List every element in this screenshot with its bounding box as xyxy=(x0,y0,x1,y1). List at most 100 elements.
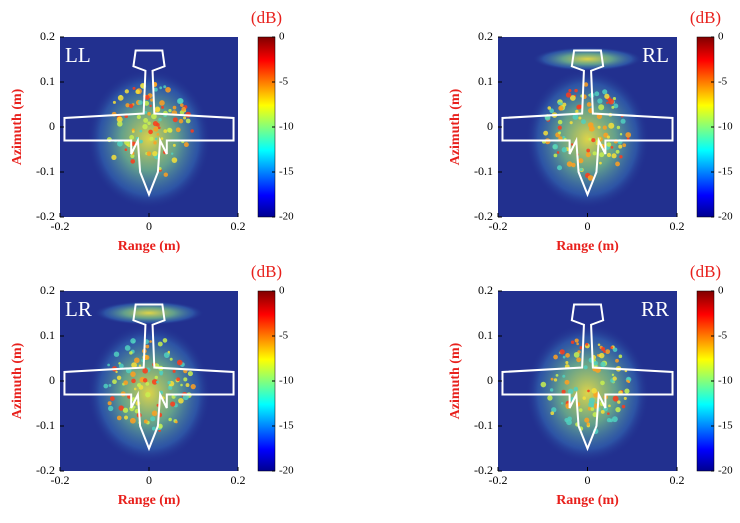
speckle xyxy=(183,377,187,381)
speckle xyxy=(148,130,153,135)
y-tick-label: -0.1 xyxy=(36,164,55,178)
colorbar-tick-label: -5 xyxy=(718,76,728,88)
speckle xyxy=(607,136,610,139)
y-tick-label: 0.2 xyxy=(478,283,493,297)
speckle xyxy=(139,140,143,144)
speckle xyxy=(123,380,128,385)
speckle xyxy=(170,358,173,361)
speckle xyxy=(168,418,172,422)
speckle xyxy=(164,173,168,177)
x-axis-label: Range (m) xyxy=(118,493,181,508)
speckle xyxy=(131,379,135,383)
speckle xyxy=(607,153,611,157)
speckle xyxy=(599,162,602,165)
speckle xyxy=(593,361,598,366)
speckle xyxy=(129,351,133,355)
y-tick-label: 0.1 xyxy=(478,74,493,88)
colorbar-tick-label: 0 xyxy=(718,285,724,297)
speckle xyxy=(591,388,597,394)
speckle xyxy=(161,106,164,109)
page: {"chart_data": [ {"type": "heatmap", "la… xyxy=(0,0,740,523)
x-tick-label: 0 xyxy=(585,473,591,487)
speckle xyxy=(575,338,579,342)
speckle xyxy=(554,154,558,158)
speckle xyxy=(129,135,134,140)
speckle xyxy=(153,141,156,144)
speckle xyxy=(622,405,625,408)
speckle xyxy=(607,412,610,415)
speckle xyxy=(134,357,140,363)
speckle xyxy=(586,149,590,153)
speckle xyxy=(606,102,608,104)
speckle xyxy=(584,365,588,369)
colorbar-tick-label: -5 xyxy=(279,76,289,88)
speckle xyxy=(139,365,141,367)
speckle xyxy=(186,119,191,124)
speckle xyxy=(625,132,631,138)
speckle xyxy=(599,353,604,358)
speckle xyxy=(619,155,622,158)
speckle xyxy=(112,379,117,384)
speckle xyxy=(103,384,108,389)
y-tick-label: 0 xyxy=(49,119,55,133)
colorbar-tick-label: 0 xyxy=(279,31,285,43)
panel-label: RL xyxy=(642,43,669,67)
speckle xyxy=(109,384,112,387)
speckle xyxy=(607,142,612,147)
speckle xyxy=(125,103,129,107)
speckle xyxy=(117,121,123,127)
speckle xyxy=(191,384,196,389)
speckle xyxy=(161,137,164,140)
speckle xyxy=(620,133,622,135)
speckle xyxy=(145,345,149,349)
speckle xyxy=(137,384,140,387)
panel-label: LR xyxy=(65,297,92,321)
colorbar-tick-label: 0 xyxy=(718,31,724,43)
speckle xyxy=(551,378,554,381)
speckle xyxy=(574,387,579,392)
speckle xyxy=(147,122,150,125)
speckle xyxy=(145,392,150,397)
speckle xyxy=(125,148,128,151)
speckle xyxy=(558,106,563,111)
colorbar-tick-label: -20 xyxy=(279,211,294,223)
y-axis-label: Azimuth (m) xyxy=(448,88,463,165)
speckle xyxy=(618,145,622,149)
speckle xyxy=(142,368,148,374)
speckle xyxy=(172,157,178,163)
speckle xyxy=(541,382,547,388)
y-tick-label: 0.2 xyxy=(478,29,493,43)
speckle xyxy=(190,129,193,132)
speckle xyxy=(144,420,148,424)
speckle xyxy=(580,168,583,171)
y-tick-label: 0.2 xyxy=(40,283,55,297)
speckle xyxy=(562,147,567,152)
speckle xyxy=(601,347,605,351)
speckle xyxy=(557,165,562,170)
speckle xyxy=(578,158,583,163)
speckle xyxy=(591,138,595,142)
y-tick-label: 0 xyxy=(487,119,493,133)
speckle xyxy=(567,161,573,167)
speckle xyxy=(130,371,136,377)
speckle xyxy=(574,352,580,358)
speckle xyxy=(132,341,134,343)
x-tick-label: 0.2 xyxy=(231,473,246,487)
speckle xyxy=(603,125,607,129)
y-tick-label: -0.1 xyxy=(36,418,55,432)
speckle xyxy=(117,376,121,380)
speckle xyxy=(550,388,553,391)
colorbar-tick-label: -15 xyxy=(279,166,294,178)
y-tick-label: -0.2 xyxy=(36,209,55,223)
colorbar-tick-label: -5 xyxy=(279,330,289,342)
speckle xyxy=(583,396,586,399)
speckle xyxy=(188,371,193,376)
speckle xyxy=(613,348,618,353)
speckle xyxy=(156,381,159,384)
speckle xyxy=(117,141,123,147)
x-axis-label: Range (m) xyxy=(556,239,619,254)
speckle xyxy=(612,416,618,422)
speckle xyxy=(119,364,124,369)
speckle xyxy=(601,410,605,414)
